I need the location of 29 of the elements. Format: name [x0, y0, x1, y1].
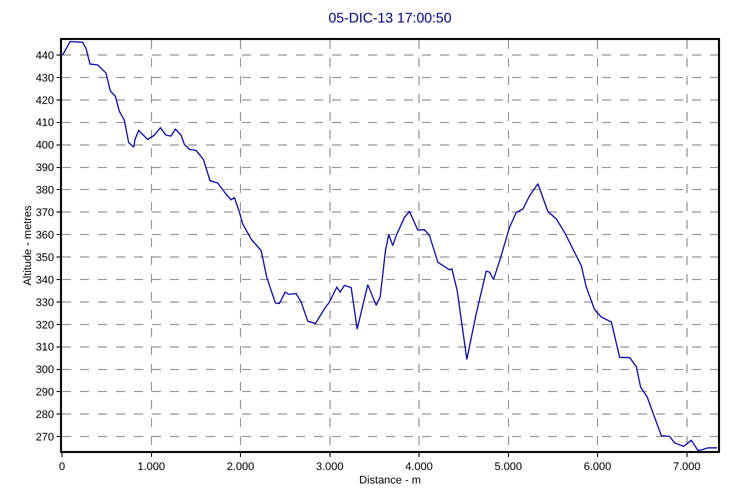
x-axis-title: Distance - m: [359, 474, 421, 487]
y-tick-label: 350: [36, 252, 54, 264]
y-tick-label: 330: [36, 296, 54, 309]
y-tick-label: 380: [36, 184, 54, 197]
x-tick-label: 3.000: [316, 460, 344, 473]
y-tick-label: 320: [36, 319, 54, 332]
x-tick-label: 6.000: [584, 460, 612, 473]
x-tick-label: 7.000: [672, 460, 701, 473]
y-tick-label: 290: [36, 386, 54, 399]
chart-title: 05-DIC-13 17:00:50: [328, 9, 452, 26]
y-tick-label: 420: [36, 94, 54, 107]
x-tick-label: 0: [58, 460, 66, 473]
y-tick-label: 370: [36, 207, 54, 220]
y-tick-label: 430: [36, 72, 54, 84]
y-tick-label: 270: [36, 431, 54, 444]
y-tick-label: 440: [36, 50, 54, 62]
x-tick-label: 5.000: [494, 460, 522, 473]
y-tick-label: 280: [36, 409, 54, 422]
y-tick-label: 300: [36, 364, 54, 376]
y-tick-label: 310: [36, 342, 54, 354]
x-tick-label: 2.000: [226, 460, 254, 473]
x-tick-label: 1.000: [137, 460, 166, 473]
y-tick-label: 340: [36, 274, 54, 286]
y-axis-title: Altitude - metres: [22, 204, 34, 286]
x-tick-label: 4.000: [405, 460, 433, 473]
y-tick-label: 400: [36, 140, 54, 152]
y-tick-label: 410: [36, 117, 54, 130]
y-tick-label: 390: [36, 162, 54, 174]
y-tick-label: 360: [36, 229, 54, 242]
